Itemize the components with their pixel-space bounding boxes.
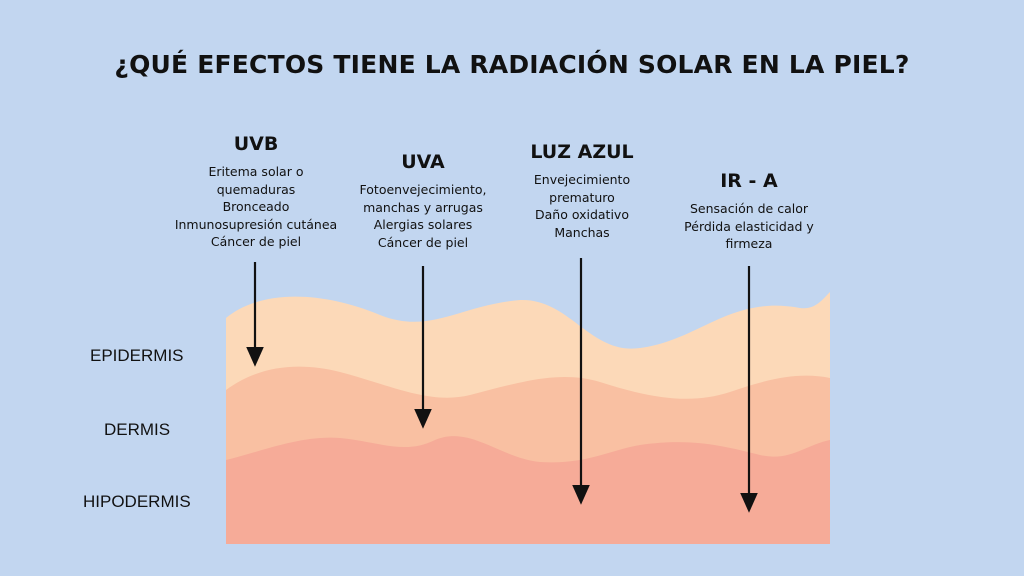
radiation-effects: Envejecimiento prematuro Daño oxidativo …: [472, 171, 692, 241]
page-title: ¿QUÉ EFECTOS TIENE LA RADIACIÓN SOLAR EN…: [114, 50, 910, 79]
effect-line: Alergias solares: [373, 217, 473, 232]
effect-line: Envejecimiento: [533, 172, 631, 187]
radiation-uvb: UVB Eritema solar o quemaduras Bronceado…: [146, 133, 366, 251]
radiation-ir-a: IR - A Sensación de calor Pérdida elasti…: [639, 170, 859, 253]
radiation-name: UVA: [401, 151, 445, 173]
radiation-effects: Eritema solar o quemaduras Bronceado Inm…: [146, 163, 366, 251]
layer-label-epidermis: EPIDERMIS: [90, 346, 184, 365]
effect-line: Daño oxidativo: [535, 207, 629, 222]
radiation-name: IR - A: [720, 170, 778, 192]
effect-line: prematuro: [549, 189, 615, 205]
radiation-uva: UVA Fotoenvejecimiento, manchas y arruga…: [313, 151, 533, 251]
effect-line: Sensación de calor: [690, 201, 808, 216]
hipodermis-layer: [226, 436, 830, 544]
effect-line: Pérdida elasticidad y: [684, 218, 814, 234]
radiation-name: UVB: [233, 133, 279, 155]
effect-line: Inmunosupresión cutánea: [174, 216, 338, 232]
radiation-effects: Sensación de calor Pérdida elasticidad y…: [639, 200, 859, 253]
effect-line: Cáncer de piel: [377, 234, 469, 250]
effect-line: Manchas: [554, 224, 610, 240]
radiation-name: LUZ AZUL: [530, 141, 634, 163]
effect-line: Bronceado: [222, 199, 290, 214]
effect-line: Cáncer de piel: [210, 234, 302, 249]
effect-line: manchas y arrugas: [363, 199, 483, 215]
effect-line: Eritema solar o: [208, 164, 304, 179]
effect-line: Fotoenvejecimiento,: [359, 182, 487, 197]
radiation-effects: Fotoenvejecimiento, manchas y arrugas Al…: [313, 181, 533, 251]
effect-line: firmeza: [725, 236, 773, 251]
layer-label-dermis: DERMIS: [104, 420, 171, 439]
radiation-luz-azul: LUZ AZUL Envejecimiento prematuro Daño o…: [472, 141, 692, 241]
effect-line: quemaduras: [216, 181, 296, 197]
layer-label-hipodermis: HIPODERMIS: [83, 492, 191, 511]
